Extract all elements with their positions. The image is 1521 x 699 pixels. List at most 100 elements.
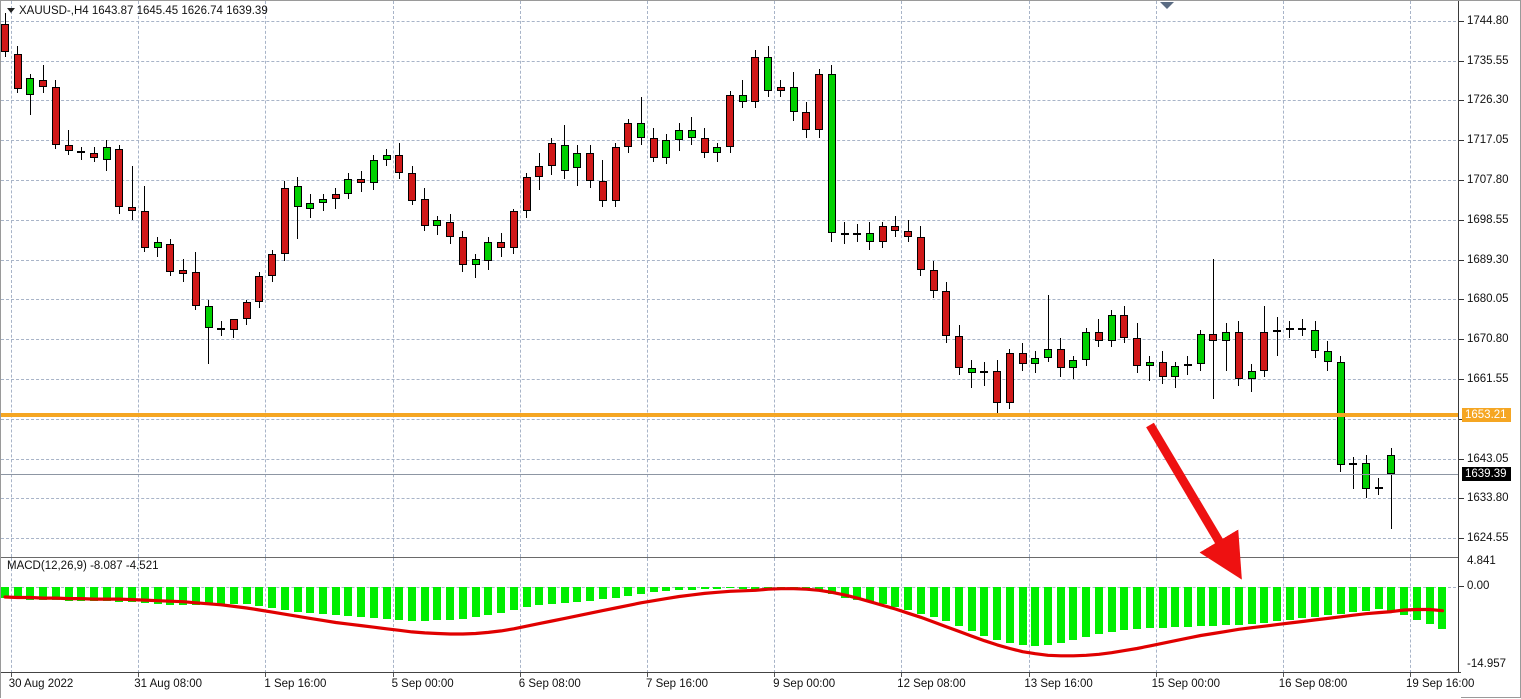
macd-histogram-bar (179, 587, 188, 605)
time-axis-tick (392, 673, 394, 677)
grid-line (1, 299, 1461, 301)
time-axis-label: 1 Sep 16:00 (264, 678, 327, 690)
macd-histogram-bar (51, 587, 60, 601)
candlestick (1094, 319, 1103, 347)
candlestick (573, 144, 582, 186)
candle-body (1234, 331, 1243, 380)
candle-body (382, 155, 391, 160)
macd-histogram-bar (280, 587, 289, 611)
macd-histogram-bar (331, 587, 340, 616)
candle-body (331, 194, 340, 199)
price-axis-tick (1459, 418, 1464, 420)
macd-grid-line (1283, 558, 1284, 673)
candlestick (357, 170, 366, 193)
price-grid-line (901, 1, 903, 557)
candle-body (547, 142, 556, 167)
price-axis-tick (1459, 219, 1464, 221)
candlestick (904, 220, 913, 242)
price-grid-line (392, 1, 394, 557)
candle-body (1133, 338, 1142, 367)
price-grid-line (774, 1, 776, 557)
macd-histogram-bar (1056, 587, 1065, 644)
time-axis-label: 31 Aug 08:00 (134, 678, 203, 690)
candle-body (204, 306, 213, 328)
macd-histogram-bar (140, 587, 149, 604)
macd-histogram-bar (1336, 587, 1345, 614)
candlestick (1273, 316, 1281, 356)
macd-histogram-bar (204, 587, 213, 605)
macd-histogram-bar (1, 587, 9, 598)
time-axis-label: 9 Sep 00:00 (773, 678, 836, 690)
candle-body (39, 80, 48, 87)
candle-body (776, 86, 785, 91)
macd-histogram-bar (1082, 587, 1091, 638)
macd-histogram-bar (77, 587, 86, 601)
candlestick (675, 123, 684, 152)
candlestick (153, 237, 162, 257)
candlestick (255, 271, 264, 309)
price-grid-line (1028, 1, 1030, 557)
macd-histogram-bar (1323, 587, 1332, 616)
macd-histogram-bar (242, 587, 251, 605)
candlestick (484, 237, 493, 270)
macd-indicator-pane[interactable]: MACD(12,26,9) -8.087 -4.521 (1, 557, 1461, 674)
candle-wick (42, 65, 44, 94)
candlestick (319, 194, 327, 212)
macd-histogram-bar (115, 587, 124, 602)
macd-grid-line (1028, 558, 1030, 673)
time-axis-label: 19 Sep 16:00 (1405, 678, 1475, 690)
candlestick (1387, 448, 1396, 529)
macd-histogram-bar (268, 587, 277, 608)
candlestick (891, 215, 900, 238)
price-axis-label: 1661.55 (1467, 373, 1509, 386)
time-axis-tick (1155, 673, 1157, 677)
candlestick (611, 142, 620, 208)
candle-body (522, 177, 531, 212)
candle-body (929, 269, 938, 292)
candle-wick (475, 254, 477, 279)
candlestick (993, 359, 1002, 414)
candlestick (1183, 355, 1192, 375)
macd-histogram-bar (1387, 587, 1396, 611)
candlestick (1082, 327, 1091, 367)
candle-body (1387, 455, 1396, 475)
macd-histogram-bar (102, 587, 111, 602)
candlestick (1145, 355, 1154, 382)
macd-histogram-bar (916, 587, 925, 614)
macd-histogram-bar (1069, 587, 1078, 641)
macd-grid-line (138, 558, 140, 673)
candle-body (1222, 331, 1231, 341)
candle-body (789, 86, 798, 113)
candle-body (217, 327, 226, 330)
candle-body (497, 241, 506, 248)
candle-body (942, 291, 951, 337)
candlestick (1374, 478, 1383, 496)
candlestick (140, 185, 149, 253)
candlestick (293, 177, 302, 240)
candlestick (789, 71, 798, 122)
macd-histogram-bar (1247, 587, 1256, 624)
macd-histogram-bar (191, 587, 200, 605)
price-chart-pane[interactable]: XAUUSD-,H4 1643.87 1645.45 1626.74 1639.… (1, 1, 1461, 559)
macd-histogram-bar (1438, 587, 1447, 630)
time-axis[interactable]: 30 Aug 2022 31 Aug 08:00 1 Sep 16:00 5 Sep … (1, 672, 1474, 699)
macd-axis-label: -14.957 (1467, 657, 1507, 670)
candlestick (1247, 364, 1256, 393)
macd-axis-label: 0.00 (1467, 580, 1490, 593)
macd-histogram-bar (535, 587, 544, 606)
price-axis-tick (1459, 140, 1464, 142)
candle-wick (335, 187, 337, 210)
candle-body (26, 78, 35, 96)
macd-header-label: MACD(12,26,9) -8.087 -4.521 (7, 560, 159, 572)
candle-body (369, 159, 378, 184)
candle-body (700, 138, 709, 154)
candlestick (955, 325, 963, 375)
macd-histogram-bar (471, 587, 480, 618)
caret-down-icon[interactable] (7, 8, 15, 14)
price-grid-line (11, 1, 12, 557)
macd-histogram-bar (1234, 587, 1243, 625)
price-axis[interactable]: 1744.80 1735.55 1726.30 1717.05 1707.80 1698.… (1458, 1, 1520, 672)
price-grid-line (1155, 1, 1157, 557)
grid-line (1, 538, 1461, 540)
candle-body (1374, 486, 1383, 489)
